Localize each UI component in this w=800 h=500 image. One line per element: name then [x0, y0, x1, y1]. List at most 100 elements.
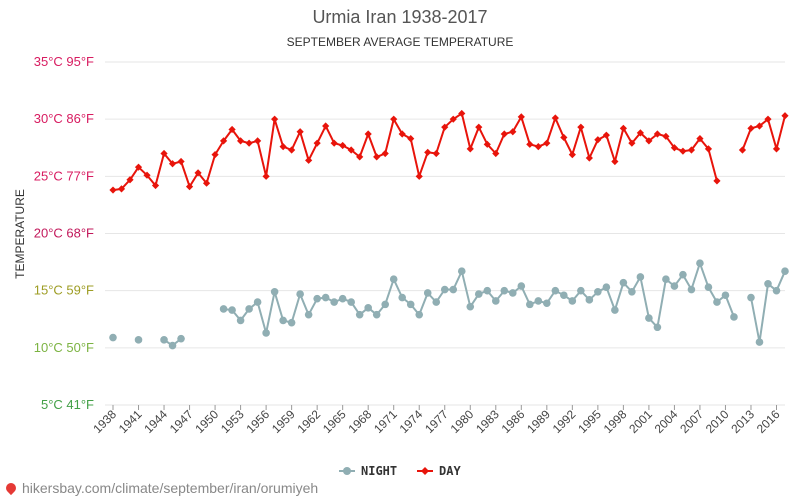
data-point-day-1996 — [602, 131, 610, 139]
data-point-day-2008 — [704, 145, 713, 153]
data-point-night-1955 — [253, 298, 262, 306]
series-line-night — [223, 262, 735, 334]
data-point-night-2003 — [662, 275, 670, 284]
data-point-day-1980 — [466, 145, 474, 153]
data-point-day-1968 — [364, 130, 372, 138]
data-point-night-1963 — [321, 293, 330, 302]
data-point-night-1970 — [381, 300, 390, 309]
data-point-night-1980 — [466, 302, 475, 311]
data-point-day-2001 — [645, 137, 653, 145]
data-point-day-1999 — [628, 139, 636, 147]
data-point-day-2004 — [670, 144, 679, 152]
legend[interactable]: NIGHT DAY — [339, 464, 461, 478]
data-point-day-1946 — [177, 157, 185, 166]
y-axis-ticks: 5°C 41°F 10°C 50°F 15°C 59°F 20°C 68°F 25°C … — [34, 54, 94, 412]
legend-item-day[interactable]: DAY — [417, 464, 461, 478]
x-tick-label: 2001 — [626, 407, 655, 436]
x-tick-label: 1938 — [90, 407, 119, 436]
data-point-night-2002 — [653, 323, 662, 332]
x-tick-label: 1983 — [473, 407, 502, 436]
data-point-day-1965 — [339, 141, 347, 150]
data-point-night-1966 — [347, 298, 355, 306]
y-tick-label: 5°C 41°F — [41, 397, 94, 412]
series-day — [109, 109, 789, 194]
data-point-day-2000 — [636, 129, 644, 137]
data-point-day-2015 — [764, 115, 772, 123]
data-point-night-1991 — [560, 291, 568, 300]
data-point-day-1953 — [236, 137, 245, 145]
data-point-day-1977 — [441, 123, 449, 131]
data-point-day-1966 — [347, 146, 355, 154]
data-point-day-1971 — [390, 115, 398, 123]
footer-url: hikersbay.com/climate/september/iran/oru… — [22, 480, 319, 496]
data-point-night-2011 — [730, 313, 738, 321]
y-tick-label: 25°C 77°F — [34, 168, 94, 183]
data-point-night-1982 — [483, 286, 492, 295]
data-point-night-1960 — [296, 290, 304, 298]
data-point-day-1957 — [271, 115, 279, 123]
series-line-day — [112, 112, 718, 192]
data-point-day-2014 — [755, 122, 764, 130]
data-point-day-1975 — [424, 148, 432, 156]
data-point-night-1957 — [270, 288, 279, 296]
data-point-night-2000 — [636, 273, 645, 281]
data-point-night-1944 — [160, 336, 168, 344]
x-tick-label: 1977 — [422, 407, 451, 436]
data-point-night-1968 — [364, 304, 372, 312]
data-point-night-1990 — [551, 286, 560, 295]
data-point-day-1995 — [594, 136, 602, 144]
data-point-night-1977 — [440, 285, 449, 294]
data-point-day-1954 — [245, 139, 253, 147]
data-point-day-1998 — [619, 124, 627, 132]
data-point-night-2017 — [781, 267, 789, 276]
data-point-night-1964 — [330, 298, 338, 306]
data-point-day-1983 — [492, 149, 500, 158]
data-point-night-1986 — [517, 282, 526, 290]
data-point-day-1982 — [483, 140, 491, 148]
data-point-day-1963 — [322, 122, 330, 130]
x-tick-label: 1998 — [601, 407, 630, 436]
data-point-night-1987 — [526, 300, 534, 309]
legend-item-night[interactable]: NIGHT — [339, 464, 397, 478]
data-point-day-1981 — [475, 123, 483, 131]
data-point-night-1984 — [500, 286, 509, 295]
series-layer — [109, 109, 789, 350]
x-tick-label: 2013 — [728, 407, 757, 436]
data-point-night-1979 — [457, 267, 466, 276]
data-point-night-1996 — [602, 283, 611, 292]
data-point-night-1989 — [543, 299, 551, 308]
x-tick-label: 1947 — [167, 407, 196, 436]
data-point-night-1941 — [134, 336, 143, 344]
data-point-day-2016 — [772, 145, 781, 153]
data-point-night-1945 — [168, 341, 177, 350]
x-tick-label: 1971 — [371, 407, 400, 436]
footer-link[interactable]: hikersbay.com/climate/september/iran/oru… — [3, 480, 319, 496]
data-point-night-2010 — [721, 291, 730, 300]
data-point-day-1979 — [458, 109, 466, 118]
data-point-night-1959 — [287, 318, 296, 327]
data-point-day-1994 — [585, 154, 593, 162]
y-axis-label: TEMPERATURE — [13, 189, 27, 279]
chart-title: Urmia Iran 1938-2017 — [312, 7, 487, 27]
data-point-day-1948 — [194, 169, 202, 177]
x-tick-label: 1959 — [269, 407, 298, 436]
data-point-day-1964 — [330, 139, 338, 147]
data-point-day-1949 — [202, 179, 211, 187]
data-point-day-2002 — [653, 130, 662, 138]
x-tick-label: 2004 — [652, 407, 681, 436]
data-point-day-1956 — [262, 172, 270, 180]
location-pin-icon — [3, 480, 19, 496]
data-point-day-2012 — [738, 146, 747, 154]
data-point-day-1974 — [415, 172, 423, 180]
data-point-night-1992 — [568, 297, 577, 305]
x-tick-label: 1944 — [141, 407, 170, 436]
grid-lines — [105, 61, 785, 406]
x-tick-label: 1953 — [218, 407, 247, 436]
data-point-day-1952 — [228, 125, 236, 134]
y-tick-label: 35°C 95°F — [34, 54, 94, 69]
data-point-day-1944 — [160, 149, 168, 158]
data-point-night-1965 — [338, 294, 347, 303]
data-point-night-1938 — [109, 333, 117, 342]
data-point-day-2005 — [679, 147, 687, 155]
